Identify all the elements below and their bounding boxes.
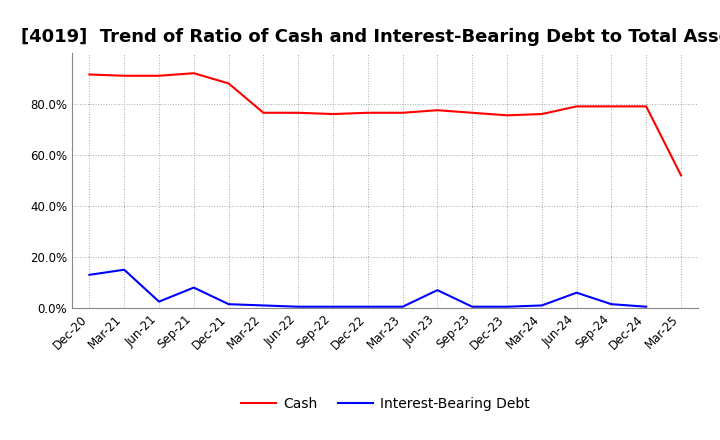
- Cash: [433, 107, 442, 113]
- Cash: [155, 73, 163, 78]
- Interest-Bearing Debt: [537, 303, 546, 308]
- Interest-Bearing Debt: [398, 304, 407, 309]
- Cash: [364, 110, 372, 115]
- Cash: [677, 172, 685, 178]
- Interest-Bearing Debt: [120, 267, 129, 272]
- Interest-Bearing Debt: [433, 287, 442, 293]
- Interest-Bearing Debt: [642, 304, 651, 309]
- Cash: [225, 81, 233, 86]
- Legend: Cash, Interest-Bearing Debt: Cash, Interest-Bearing Debt: [235, 392, 535, 417]
- Cash: [189, 70, 198, 76]
- Interest-Bearing Debt: [189, 285, 198, 290]
- Interest-Bearing Debt: [225, 301, 233, 307]
- Interest-Bearing Debt: [468, 304, 477, 309]
- Cash: [607, 104, 616, 109]
- Cash: [503, 113, 511, 118]
- Cash: [294, 110, 302, 115]
- Cash: [328, 111, 337, 117]
- Cash: [537, 111, 546, 117]
- Title: [4019]  Trend of Ratio of Cash and Interest-Bearing Debt to Total Assets: [4019] Trend of Ratio of Cash and Intere…: [21, 28, 720, 46]
- Cash: [259, 110, 268, 115]
- Interest-Bearing Debt: [155, 299, 163, 304]
- Cash: [398, 110, 407, 115]
- Cash: [468, 110, 477, 115]
- Cash: [642, 104, 651, 109]
- Cash: [120, 73, 129, 78]
- Interest-Bearing Debt: [364, 304, 372, 309]
- Interest-Bearing Debt: [503, 304, 511, 309]
- Line: Cash: Cash: [89, 73, 681, 175]
- Interest-Bearing Debt: [294, 304, 302, 309]
- Interest-Bearing Debt: [328, 304, 337, 309]
- Interest-Bearing Debt: [607, 301, 616, 307]
- Interest-Bearing Debt: [259, 303, 268, 308]
- Cash: [85, 72, 94, 77]
- Interest-Bearing Debt: [85, 272, 94, 278]
- Interest-Bearing Debt: [572, 290, 581, 295]
- Cash: [572, 104, 581, 109]
- Line: Interest-Bearing Debt: Interest-Bearing Debt: [89, 270, 647, 307]
